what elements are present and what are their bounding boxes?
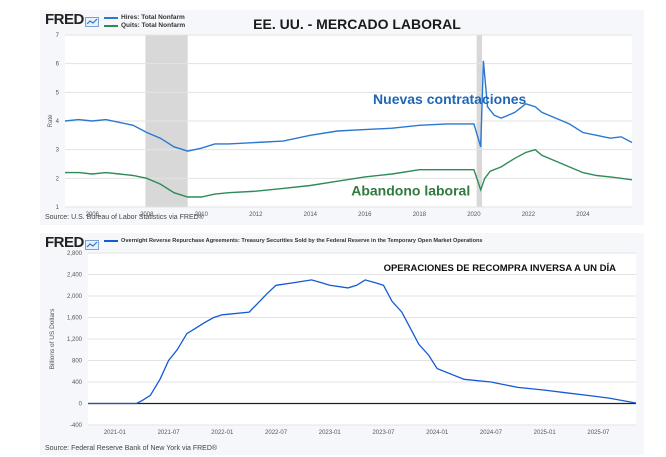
x-tick-label: 2022-07: [265, 430, 288, 436]
fred-chart-icon: [85, 14, 99, 27]
fred-logo-bottom: FRED: [45, 234, 84, 251]
labor-market-chart: 1 2 3 4 5 6 7 2006 2008 2010 2012 2014 2016 2018 2020 2…: [48, 33, 633, 218]
chart-title-rrp: OPERACIONES DE RECOMPRA INVERSA A UN DÍA: [384, 263, 617, 274]
fred-chart-icon-bottom: [85, 237, 99, 250]
legend-swatch-hires: [104, 16, 118, 19]
series-line-quits: [65, 148, 633, 198]
reverse-repo-chart: -400 0 400 800 1,200 1,600 2,000 2,400 2,800 2021…: [49, 251, 637, 436]
x-tick-label: 2010: [195, 212, 209, 218]
y-tick-label: -400: [70, 423, 83, 429]
legend-quits: Quits: Total Nonfarm: [104, 22, 185, 29]
x-tick-label: 2021-01: [104, 430, 127, 436]
y-tick-label: 4: [56, 119, 60, 125]
legend-hires: Hires: Total Nonfarm: [104, 14, 185, 21]
x-tick-label: 2020: [467, 212, 481, 218]
fred-logo-top: FRED: [45, 11, 84, 28]
y-tick-label: 2,400: [67, 273, 83, 279]
x-tick-label: 2024: [576, 212, 590, 218]
x-tick-label: 2021-07: [158, 430, 181, 436]
legend-swatch-rrp: [104, 240, 118, 242]
x-tick-label: 2006: [86, 212, 100, 218]
series-line-rrp: [88, 279, 637, 405]
y-tick-label: 800: [72, 359, 83, 365]
x-tick-label: 2024-07: [480, 430, 503, 436]
y-tick-label: 1,200: [67, 337, 83, 343]
source-note-bls: Source: U.S. Bureau of Labor Statistics …: [45, 214, 204, 221]
y-tick-label: 5: [56, 90, 60, 96]
y-axis-label: Rate: [48, 114, 54, 127]
legend-label-hires: Hires: Total Nonfarm: [121, 14, 185, 21]
y-tick-label: 6: [56, 62, 60, 68]
x-tick-label: 2025-01: [534, 430, 557, 436]
x-tick-label: 2022-01: [211, 430, 234, 436]
legend-rrp: Overnight Reverse Repurchase Agreements:…: [104, 238, 483, 244]
y-tick-label: 2: [56, 176, 60, 182]
source-note-nyfed: Source: Federal Reserve Bank of New York…: [45, 445, 218, 452]
y-tick-label: 400: [72, 380, 83, 386]
y-tick-label: 2,000: [67, 294, 83, 300]
x-tick-label: 2018: [413, 212, 427, 218]
x-tick-label: 2008: [140, 212, 154, 218]
legend-label-rrp: Overnight Reverse Repurchase Agreements:…: [121, 238, 483, 244]
series-line-hires: [64, 60, 633, 152]
chart-title-labor: EE. UU. - MERCADO LABORAL: [253, 16, 461, 32]
x-tick-label: 2016: [358, 212, 372, 218]
y-tick-label: 7: [56, 33, 60, 39]
y-tick-label: 2,800: [67, 251, 83, 257]
x-tick-label: 2023-01: [319, 430, 342, 436]
y-tick-label: 3: [56, 148, 60, 154]
x-tick-label: 2022: [522, 212, 536, 218]
x-tick-label: 2025-07: [587, 430, 610, 436]
x-tick-label: 2012: [249, 212, 263, 218]
y-tick-label: 1,600: [67, 316, 83, 322]
legend-label-quits: Quits: Total Nonfarm: [121, 22, 186, 29]
x-tick-label: 2014: [304, 212, 318, 218]
annotation-hires: Nuevas contrataciones: [373, 91, 526, 107]
y-axis-label: Billions of US Dollars: [49, 308, 56, 369]
x-tick-label: 2024-01: [426, 430, 449, 436]
annotation-quits: Abandono laboral: [351, 183, 470, 199]
x-tick-label: 2023-07: [372, 430, 395, 436]
y-tick-label: 1: [56, 205, 60, 211]
legend-swatch-quits: [104, 24, 118, 27]
y-tick-label: 0: [79, 402, 83, 408]
